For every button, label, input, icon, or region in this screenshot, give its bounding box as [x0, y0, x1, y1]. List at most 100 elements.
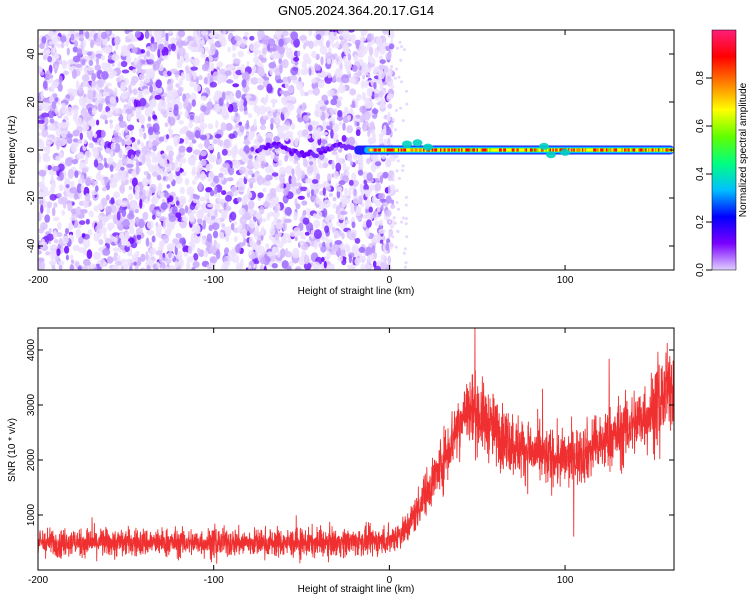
signal-core — [594, 148, 597, 152]
noise-blob — [181, 237, 186, 248]
noise-blob — [144, 107, 152, 117]
noise-blob — [234, 112, 239, 118]
noise-blob — [357, 49, 365, 58]
noise-blob — [159, 192, 166, 199]
noise-blob — [107, 213, 114, 220]
noise-blob — [345, 166, 350, 171]
signal-core — [555, 148, 557, 152]
noise-blob — [287, 238, 292, 244]
noise-blob — [404, 195, 408, 199]
noise-blob — [185, 65, 189, 75]
noise-blob — [225, 195, 232, 202]
noise-blob — [217, 192, 221, 203]
signal-core — [371, 148, 373, 152]
noise-blob — [156, 59, 162, 65]
noise-blob — [372, 234, 381, 244]
noise-blob — [276, 222, 284, 230]
noise-blob — [127, 252, 133, 257]
signal-core — [388, 148, 390, 152]
noise-blob — [204, 76, 208, 85]
noise-blob — [205, 46, 209, 52]
noise-blob — [40, 90, 44, 99]
noise-blob — [128, 226, 135, 235]
noise-blob — [206, 233, 213, 243]
noise-blob — [356, 121, 360, 127]
noise-blob — [347, 136, 356, 146]
noise-blob — [334, 68, 343, 78]
noise-blob — [379, 239, 384, 244]
noise-blob — [222, 260, 231, 268]
trace-blob — [318, 150, 324, 155]
noise-blob — [391, 118, 395, 122]
noise-blob — [109, 96, 117, 104]
noise-blob — [114, 260, 123, 266]
signal-core — [477, 148, 480, 152]
noise-blob — [400, 220, 404, 224]
noise-blob — [275, 52, 281, 59]
noise-blob — [284, 135, 289, 142]
noise-blob — [191, 180, 197, 185]
signal-core — [529, 148, 532, 152]
noise-blob — [193, 253, 199, 261]
noise-blob — [177, 47, 186, 57]
noise-blob — [45, 145, 51, 155]
noise-blob — [315, 34, 322, 41]
noise-blob — [147, 178, 152, 185]
noise-blob — [263, 76, 270, 82]
signal-core — [403, 148, 405, 152]
y-tick-label: 0 — [26, 147, 37, 153]
noise-blob — [79, 220, 86, 226]
noise-blob — [266, 251, 274, 257]
noise-blob — [134, 216, 140, 225]
signal-core — [480, 148, 483, 152]
noise-blob — [210, 181, 216, 187]
noise-blob — [201, 30, 209, 36]
noise-blob — [114, 123, 120, 133]
noise-blob — [387, 255, 392, 265]
noise-blob — [249, 254, 256, 260]
noise-blob — [137, 218, 145, 229]
noise-blob — [321, 94, 328, 102]
noise-blob — [52, 125, 56, 131]
noise-blob — [219, 198, 228, 203]
signal-core — [619, 148, 622, 152]
noise-blob — [327, 173, 332, 182]
noise-blob — [147, 115, 152, 122]
noise-blob — [323, 158, 328, 164]
noise-blob — [57, 222, 62, 230]
noise-blob — [121, 69, 130, 74]
noise-blob — [241, 79, 247, 88]
noise-blob — [130, 80, 137, 86]
noise-blob — [127, 124, 135, 131]
noise-blob — [311, 179, 319, 184]
x-tick-label: 0 — [387, 575, 393, 586]
noise-blob — [144, 30, 150, 40]
noise-blob — [365, 189, 369, 198]
noise-blob — [77, 265, 82, 270]
noise-blob — [244, 223, 248, 228]
signal-core — [430, 148, 432, 152]
noise-blob — [102, 247, 111, 256]
noise-blob — [40, 180, 46, 191]
noise-blob — [86, 66, 94, 72]
noise-blob — [79, 34, 84, 39]
noise-blob — [163, 192, 170, 199]
noise-blob — [88, 142, 94, 149]
noise-blob — [318, 242, 323, 248]
noise-blob — [364, 100, 372, 109]
signal-core — [655, 148, 657, 152]
signal-core — [590, 148, 592, 152]
noise-blob — [54, 64, 58, 70]
noise-blob — [79, 132, 84, 140]
noise-blob — [109, 178, 118, 183]
noise-blob — [366, 33, 373, 43]
noise-blob — [302, 209, 307, 216]
noise-blob — [301, 200, 308, 206]
noise-blob — [141, 154, 146, 162]
noise-blob — [193, 155, 198, 161]
noise-blob — [297, 50, 301, 57]
noise-blob — [125, 38, 132, 43]
noise-blob — [379, 219, 383, 226]
noise-blob — [93, 159, 99, 168]
noise-blob — [128, 185, 133, 191]
